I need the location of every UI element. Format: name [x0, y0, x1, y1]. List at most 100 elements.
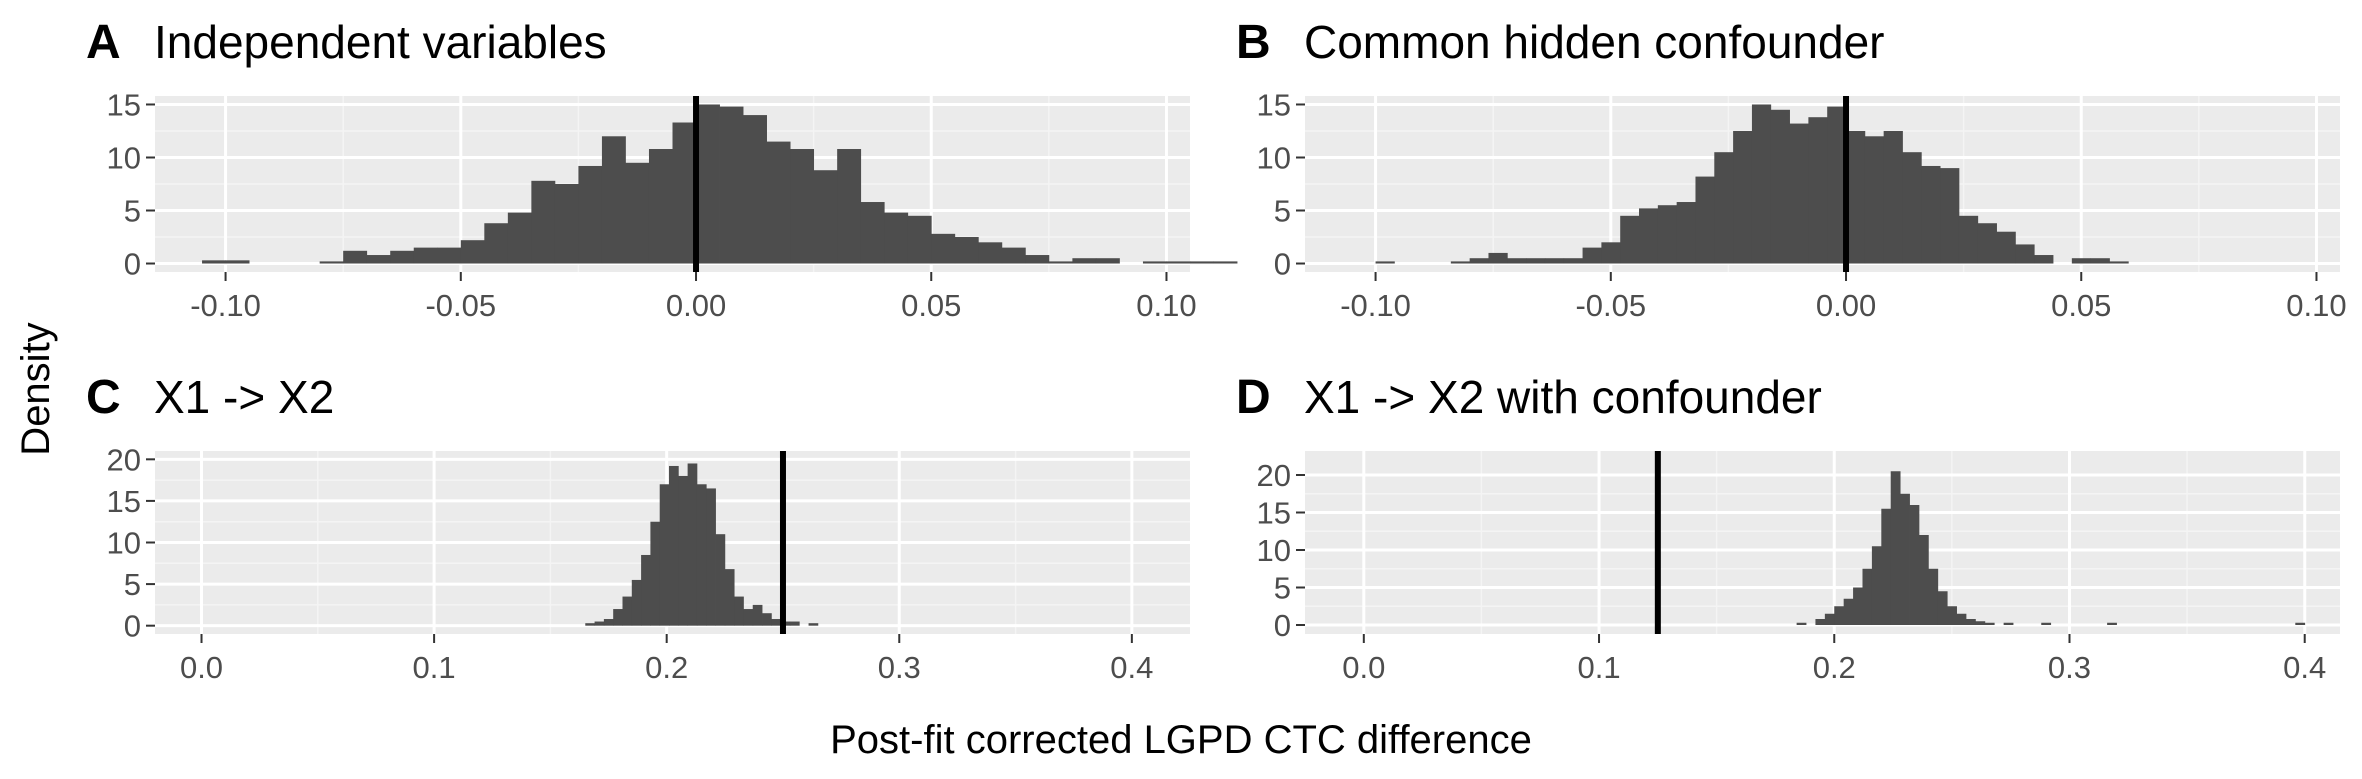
histogram-bar: [1853, 587, 1863, 625]
histogram-bar: [1827, 106, 1847, 264]
x-tick-label: 0.1: [1577, 650, 1620, 685]
histogram-bar: [1639, 208, 1659, 264]
histogram-bar: [1862, 568, 1873, 625]
histogram-bar: [460, 240, 485, 264]
histogram-bar: [752, 604, 763, 626]
y-tick-label: 20: [107, 442, 141, 477]
panel-letter: C: [86, 371, 121, 424]
histogram-bar: [2041, 622, 2052, 625]
histogram-bar: [1048, 261, 1073, 264]
histogram-bar: [1977, 223, 1997, 264]
histogram-bar: [437, 247, 462, 264]
histogram-bar: [790, 149, 815, 264]
histogram-bar: [343, 250, 368, 264]
x-tick-label: 0.10: [1136, 288, 1196, 323]
histogram-bar: [622, 596, 633, 626]
histogram-bar: [1789, 123, 1809, 264]
histogram-bar: [1947, 606, 1957, 625]
histogram-bar: [1375, 261, 1395, 264]
histogram-bar: [554, 184, 579, 264]
histogram-bar: [1213, 261, 1238, 264]
x-tick-label: 0.0: [1342, 650, 1385, 685]
histogram-bar: [531, 180, 556, 264]
histogram-bar: [1072, 258, 1097, 264]
histogram-bar: [1190, 261, 1214, 264]
histogram-bar: [613, 609, 623, 626]
histogram-bar: [1507, 258, 1527, 264]
histogram-bar: [594, 621, 605, 626]
histogram-bar: [808, 623, 819, 626]
histogram-bar: [789, 621, 800, 626]
y-axis-label: Density: [14, 322, 58, 456]
histogram-bar: [1928, 568, 1939, 625]
histogram-bar: [648, 149, 673, 264]
histogram-bar: [1843, 598, 1854, 625]
y-tick-label: 10: [1257, 533, 1291, 568]
histogram-bar: [954, 237, 979, 264]
histogram-bar: [696, 104, 720, 264]
histogram-bar: [1864, 136, 1885, 264]
histogram-bar: [884, 212, 909, 264]
histogram-bar: [225, 260, 250, 264]
histogram-bar: [1900, 493, 1910, 625]
histogram-bar: [1695, 176, 1715, 264]
histogram-bar: [1563, 258, 1583, 264]
panel-title: Common hidden confounder: [1304, 16, 1884, 68]
histogram-bar: [724, 569, 735, 626]
histogram-bar: [390, 250, 415, 264]
y-tick-label: 5: [124, 194, 141, 229]
panel-b: 0 5 10 15 -0.10 -0.05 0.00 0.05 0.10 B Common hidd…: [1236, 16, 2347, 323]
histogram-bar: [1834, 606, 1845, 625]
x-tick-label: 0.00: [1816, 288, 1876, 323]
histogram-bar: [2295, 622, 2306, 625]
histogram-bar: [1526, 258, 1546, 264]
histogram-bar: [631, 579, 642, 626]
x-tick-label: -0.05: [1575, 288, 1646, 323]
histogram-bar: [1965, 619, 1976, 625]
histogram-bar: [1770, 109, 1790, 264]
histogram-bar: [1909, 505, 1920, 625]
histogram-bar: [1902, 152, 1922, 264]
histogram-bar: [715, 534, 726, 626]
histogram-bar: [696, 484, 707, 626]
histogram-bar: [603, 619, 614, 626]
histogram-bar: [1469, 258, 1489, 264]
histogram-bar: [1582, 247, 1602, 264]
histogram-bar: [1883, 130, 1903, 264]
x-tick-label: 0.0: [180, 650, 223, 685]
x-tick-label: -0.10: [190, 288, 261, 323]
histogram-bar: [366, 255, 391, 264]
histogram-bar: [1488, 252, 1508, 264]
histogram-bar: [1984, 622, 1995, 625]
histogram-bar: [860, 202, 885, 264]
histogram-bar: [1166, 261, 1191, 264]
y-tick-label: 0: [1274, 247, 1291, 282]
histogram-bar: [413, 247, 438, 264]
x-tick-label: 0.10: [2286, 288, 2346, 323]
y-tick-label: 0: [1274, 608, 1291, 643]
histogram-bar: [719, 106, 744, 264]
histogram-bar: [1001, 247, 1026, 264]
panel-title: Independent variables: [154, 16, 607, 68]
histogram-bar: [2090, 258, 2110, 264]
panel-letter: B: [1236, 16, 1271, 69]
histogram-bar: [2015, 244, 2035, 264]
y-tick-label: 20: [1257, 458, 1291, 493]
histogram-bar: [1871, 546, 1882, 625]
histogram-bar: [1890, 471, 1901, 625]
panel-background: [1305, 451, 2340, 634]
histogram-bar: [813, 170, 838, 264]
panel-letter: D: [1236, 371, 1271, 424]
y-tick-label: 0: [124, 609, 141, 644]
y-tick-label: 10: [107, 140, 141, 175]
histogram-bar: [1808, 117, 1828, 264]
histogram-bar: [2071, 258, 2092, 264]
x-tick-label: -0.05: [425, 288, 496, 323]
histogram-bar: [1657, 205, 1678, 264]
panel-title: X1 -> X2: [154, 371, 334, 423]
histogram-bar: [931, 233, 956, 264]
y-tick-label: 5: [1274, 194, 1291, 229]
histogram-bar: [2003, 622, 2014, 625]
y-tick-label: 10: [1257, 140, 1291, 175]
